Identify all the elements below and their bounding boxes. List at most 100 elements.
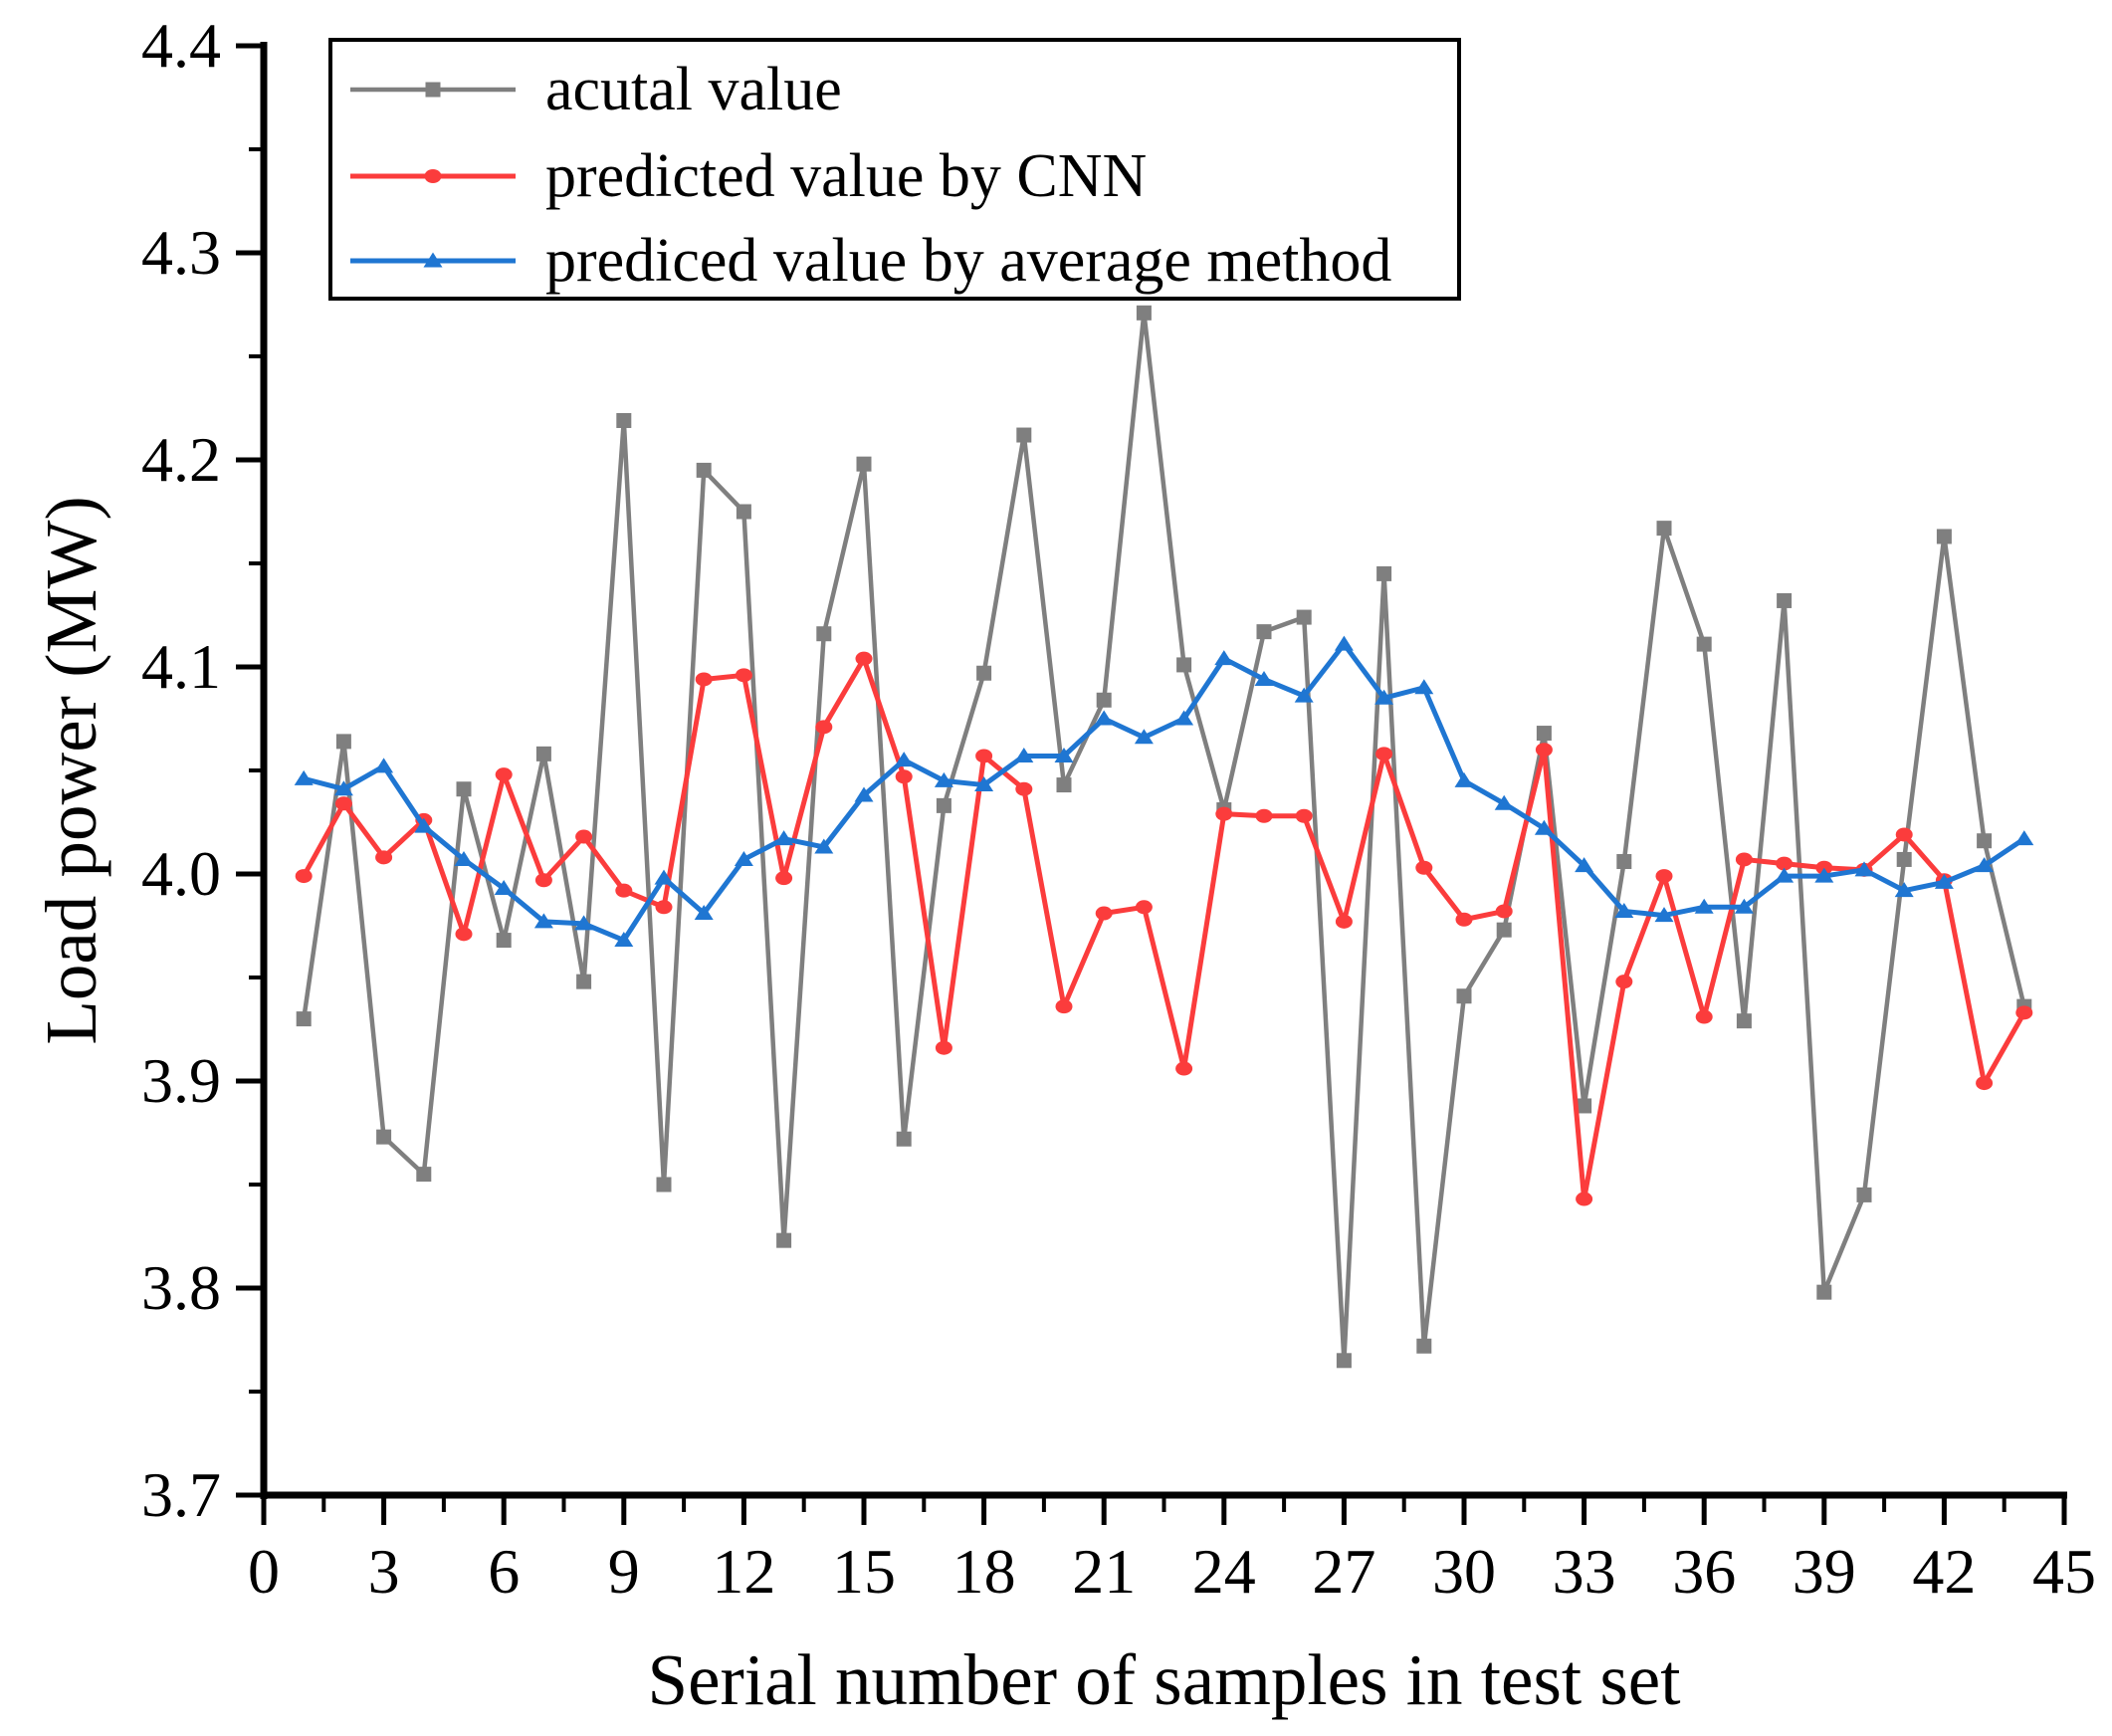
marker-triangle-prediced-value-by-average-method <box>734 850 753 866</box>
marker-square-acutal-value <box>496 933 512 949</box>
marker-square-legend-0 <box>425 82 441 98</box>
marker-triangle-prediced-value-by-average-method <box>1094 710 1114 726</box>
marker-triangle-prediced-value-by-average-method <box>934 771 953 787</box>
y-tick-label: 3.8 <box>141 1252 221 1323</box>
marker-square-acutal-value <box>1176 657 1192 673</box>
marker-triangle-prediced-value-by-average-method <box>1894 882 1914 898</box>
marker-circle-predicted-value-by-cnn <box>655 900 673 915</box>
x-tick-label: 45 <box>2032 1536 2096 1607</box>
marker-square-acutal-value <box>936 797 951 813</box>
marker-triangle-legend-2 <box>423 252 443 268</box>
marker-square-acutal-value <box>616 412 632 428</box>
x-tick-label: 39 <box>1793 1536 1856 1607</box>
marker-square-acutal-value <box>1296 609 1312 625</box>
marker-circle-predicted-value-by-cnn <box>1615 975 1633 989</box>
marker-triangle-prediced-value-by-average-method <box>1494 794 1514 810</box>
legend-marker-predicted-cnn <box>350 169 516 183</box>
marker-circle-predicted-value-by-cnn <box>1015 781 1033 796</box>
marker-triangle-prediced-value-by-average-method <box>2014 830 2034 846</box>
marker-square-acutal-value <box>1376 565 1392 581</box>
marker-square-acutal-value <box>456 781 472 797</box>
marker-triangle-prediced-value-by-average-method <box>1575 857 1594 873</box>
marker-square-acutal-value <box>1577 1098 1592 1114</box>
marker-triangle-prediced-value-by-average-method <box>1694 898 1714 914</box>
marker-square-acutal-value <box>1416 1338 1432 1354</box>
marker-triangle-prediced-value-by-average-method <box>574 915 594 931</box>
marker-triangle-prediced-value-by-average-method <box>1854 861 1874 877</box>
marker-circle-predicted-value-by-cnn <box>455 927 473 942</box>
marker-circle-predicted-value-by-cnn <box>1455 912 1473 927</box>
marker-triangle-prediced-value-by-average-method <box>294 769 314 785</box>
marker-triangle-prediced-value-by-average-method <box>1054 747 1074 762</box>
legend-label-actual-value: acutal value <box>545 56 842 123</box>
y-tick-label: 4.1 <box>141 631 221 702</box>
marker-circle-predicted-value-by-cnn <box>295 869 313 884</box>
marker-square-acutal-value <box>1816 1284 1832 1300</box>
marker-triangle-prediced-value-by-average-method <box>774 830 794 846</box>
marker-square-acutal-value <box>776 1232 792 1248</box>
marker-triangle-prediced-value-by-average-method <box>974 776 994 792</box>
marker-square-acutal-value <box>296 1011 312 1027</box>
marker-triangle-prediced-value-by-average-method <box>1775 867 1795 883</box>
marker-circle-predicted-value-by-cnn <box>1255 808 1273 823</box>
marker-circle-predicted-value-by-cnn <box>1735 852 1753 867</box>
marker-circle-predicted-value-by-cnn <box>935 1040 952 1055</box>
marker-triangle-prediced-value-by-average-method <box>414 817 434 833</box>
legend-item-predicted-cnn: predicted value by CNN <box>348 145 1147 207</box>
x-tick-label: 24 <box>1192 1536 1256 1607</box>
marker-circle-predicted-value-by-cnn <box>534 873 552 888</box>
x-tick-label: 0 <box>248 1536 280 1607</box>
x-tick-label: 30 <box>1432 1536 1496 1607</box>
marker-square-acutal-value <box>1496 922 1512 938</box>
marker-square-acutal-value <box>1616 854 1632 870</box>
marker-square-acutal-value <box>1336 1353 1352 1369</box>
marker-circle-predicted-value-by-cnn <box>1375 747 1393 761</box>
marker-square-acutal-value <box>335 734 351 750</box>
marker-circle-predicted-value-by-cnn <box>1415 860 1433 875</box>
marker-square-acutal-value <box>736 504 751 520</box>
legend-item-predicted-average: prediced value by average method <box>348 230 1391 292</box>
series-prediced-value-by-average-method <box>294 635 2034 948</box>
marker-square-acutal-value <box>1977 833 1993 849</box>
x-tick-label: 6 <box>488 1536 520 1607</box>
marker-circle-predicted-value-by-cnn <box>1776 856 1794 871</box>
marker-circle-predicted-value-by-cnn <box>495 767 513 782</box>
marker-square-acutal-value <box>976 665 992 681</box>
marker-square-acutal-value <box>1536 726 1552 742</box>
marker-circle-predicted-value-by-cnn <box>1095 906 1113 921</box>
marker-triangle-prediced-value-by-average-method <box>454 850 474 866</box>
marker-circle-predicted-value-by-cnn <box>1175 1061 1193 1076</box>
series-line-acutal-value <box>301 311 2026 1364</box>
marker-triangle-prediced-value-by-average-method <box>533 913 553 929</box>
marker-square-acutal-value <box>656 1177 672 1193</box>
y-tick-label: 4.0 <box>141 838 221 909</box>
marker-circle-predicted-value-by-cnn <box>855 651 873 666</box>
series-line-predicted-value-by-cnn <box>302 656 2026 1202</box>
marker-circle-predicted-value-by-cnn <box>775 871 793 886</box>
marker-circle-legend-1 <box>424 169 442 183</box>
x-tick-label: 9 <box>608 1536 640 1607</box>
marker-square-acutal-value <box>1056 777 1072 793</box>
marker-square-acutal-value <box>1016 427 1032 443</box>
x-tick-label: 36 <box>1672 1536 1736 1607</box>
marker-circle-predicted-value-by-cnn <box>1655 869 1673 884</box>
marker-circle-predicted-value-by-cnn <box>1295 808 1313 823</box>
marker-triangle-prediced-value-by-average-method <box>1814 867 1834 883</box>
legend-label-predicted-cnn: predicted value by CNN <box>545 142 1148 210</box>
marker-circle-predicted-value-by-cnn <box>1976 1076 1994 1091</box>
marker-circle-predicted-value-by-cnn <box>1535 743 1553 758</box>
marker-triangle-prediced-value-by-average-method <box>1654 907 1674 923</box>
marker-square-acutal-value <box>856 456 872 472</box>
marker-triangle-prediced-value-by-average-method <box>333 780 353 796</box>
marker-circle-predicted-value-by-cnn <box>1135 900 1153 915</box>
marker-triangle-prediced-value-by-average-method <box>614 932 634 948</box>
x-tick-label: 42 <box>1912 1536 1976 1607</box>
marker-triangle-prediced-value-by-average-method <box>1414 679 1434 695</box>
marker-circle-predicted-value-by-cnn <box>615 883 633 898</box>
marker-square-acutal-value <box>1896 851 1912 867</box>
marker-circle-predicted-value-by-cnn <box>1895 827 1913 842</box>
marker-square-acutal-value <box>1736 1013 1752 1029</box>
x-tick-label: 18 <box>952 1536 1016 1607</box>
y-tick-label: 4.2 <box>141 424 221 495</box>
